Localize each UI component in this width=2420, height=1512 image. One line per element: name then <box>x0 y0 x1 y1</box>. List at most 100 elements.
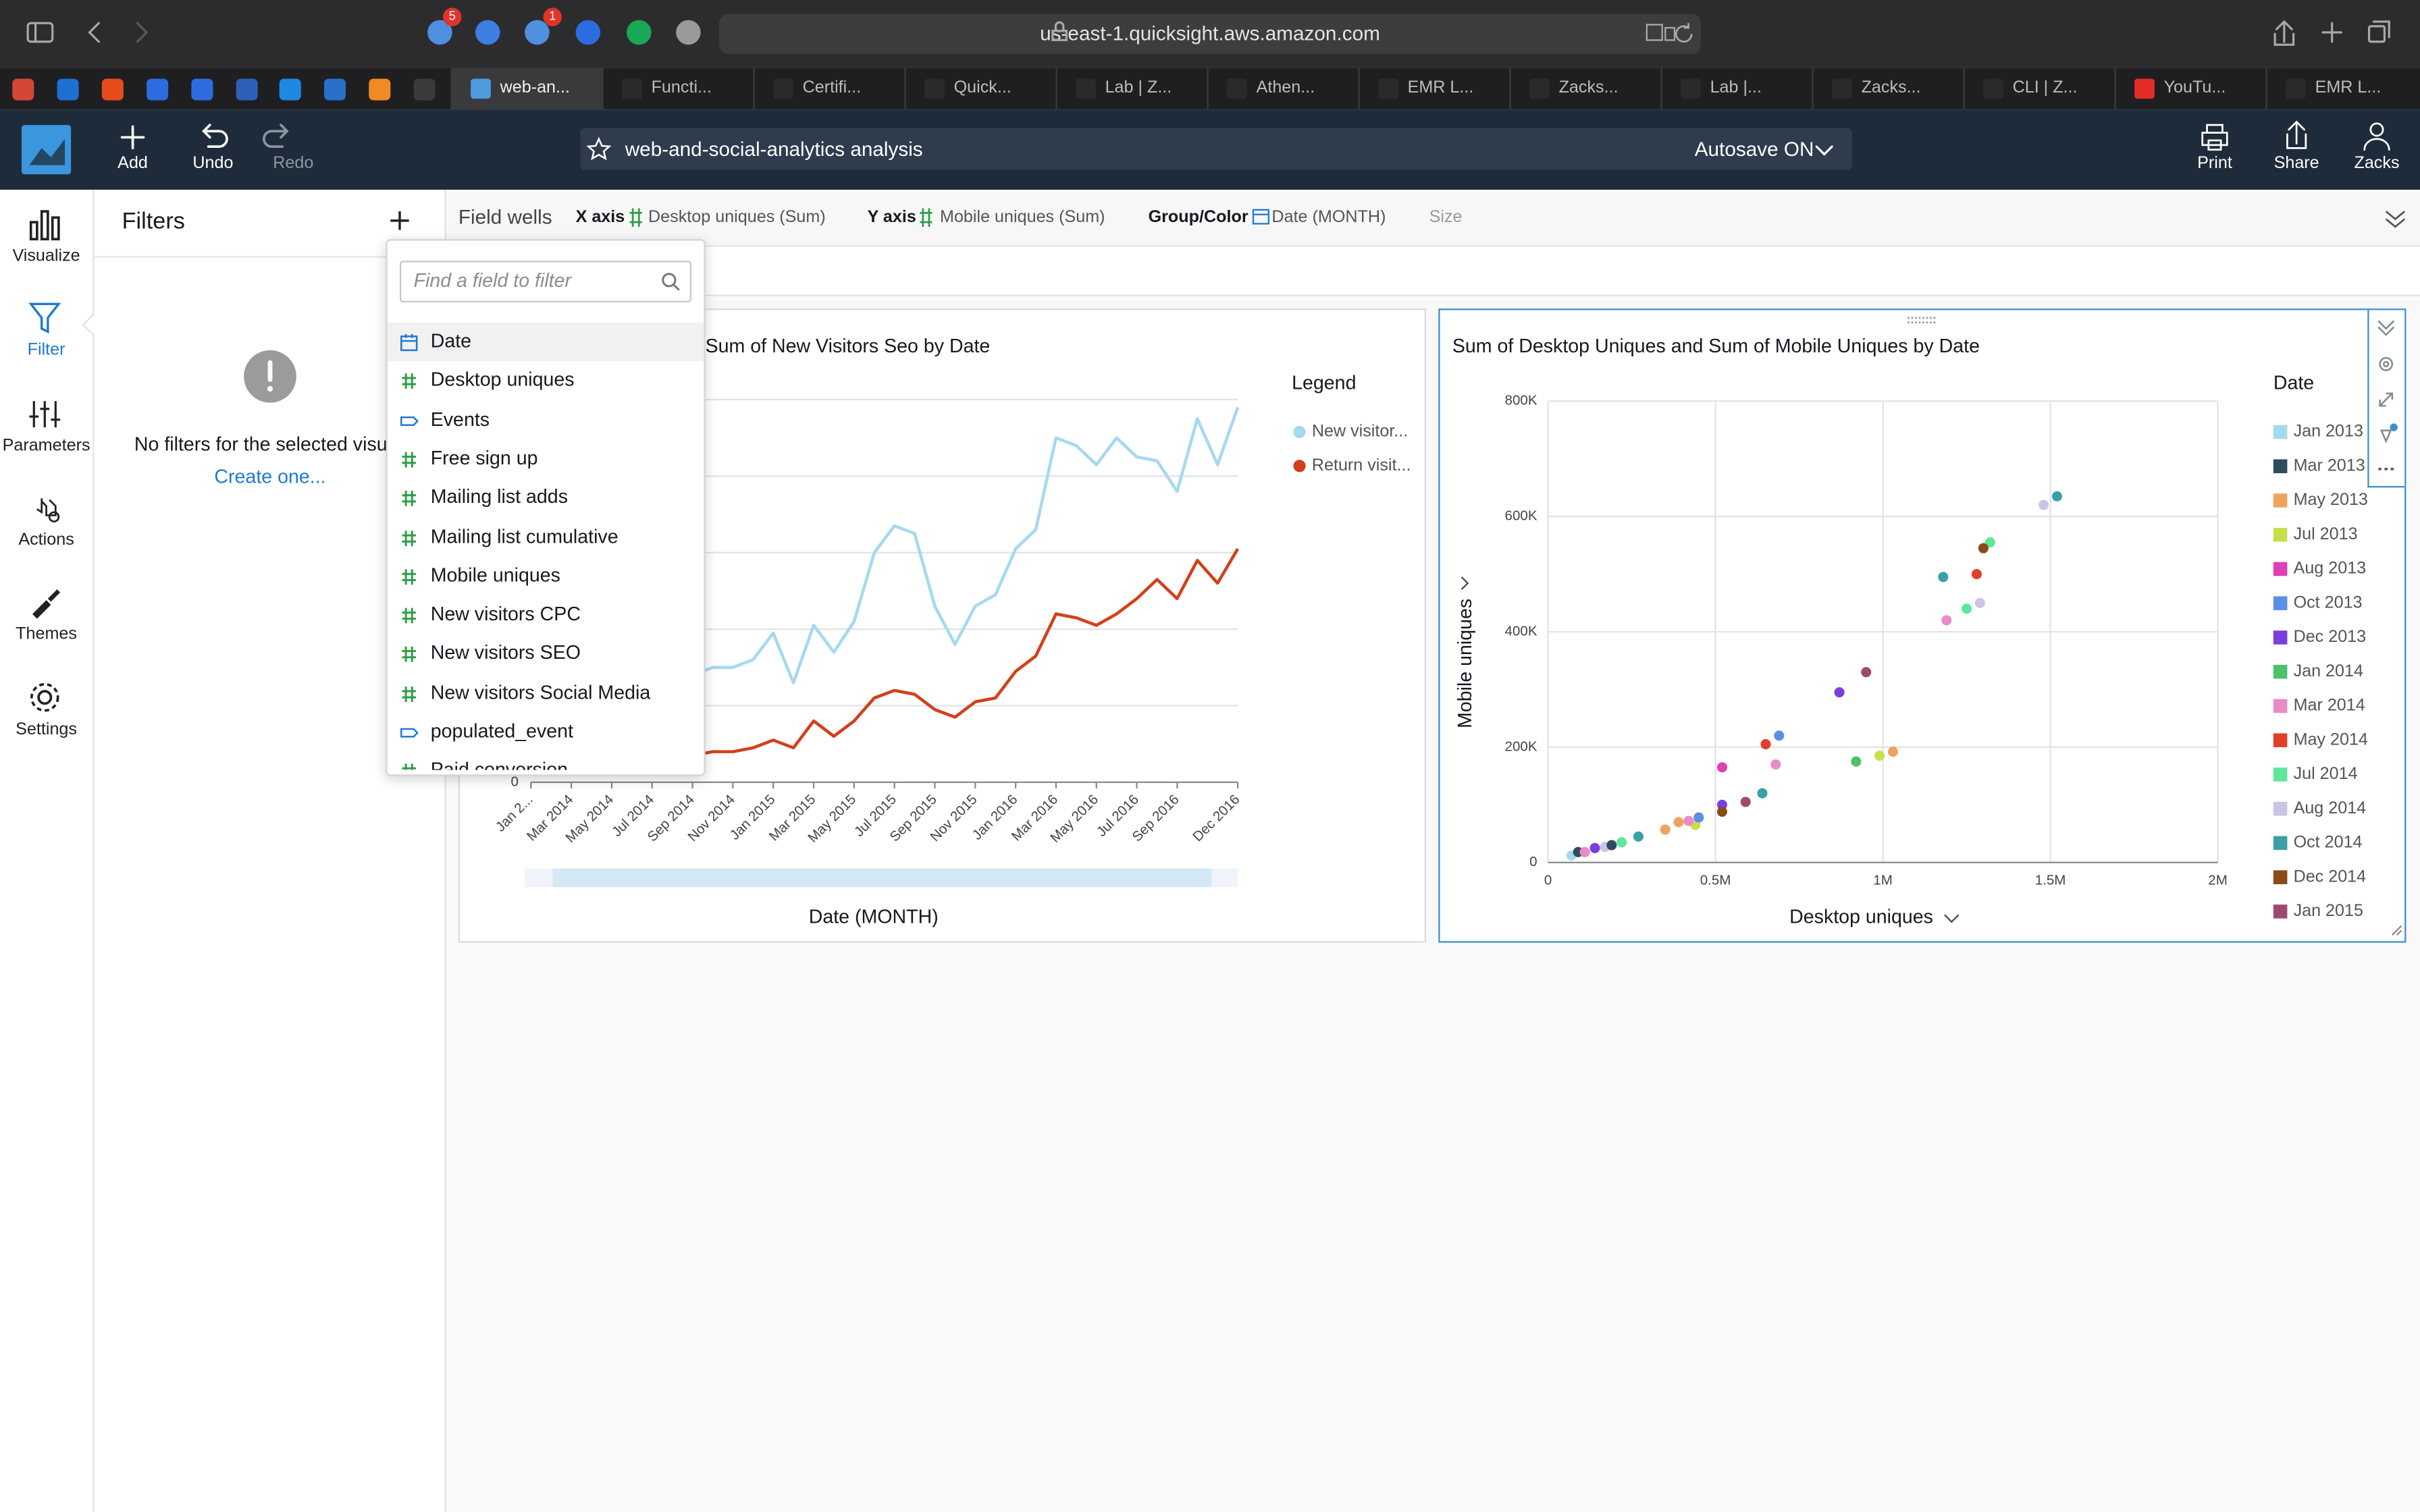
field-type-icon <box>400 683 418 711</box>
toolbar-add[interactable]: Add <box>117 154 148 173</box>
y-tick-label: 0 <box>1529 854 1537 869</box>
browser-tab[interactable]: Functi... <box>602 68 753 110</box>
browser-tab[interactable]: Zacks... <box>1812 68 1963 110</box>
sidebar-item[interactable]: Filter <box>27 341 65 360</box>
field-type-icon <box>400 722 419 750</box>
browser-tab[interactable]: CLI | Z... <box>1963 68 2114 110</box>
field-item[interactable]: Free sign up <box>388 439 704 478</box>
field-item[interactable]: Events <box>388 400 704 439</box>
browser-tab[interactable]: Athen... <box>1207 68 1358 110</box>
extension-icon[interactable] <box>575 20 601 45</box>
tab-title: Athen... <box>1256 78 1315 97</box>
legend-swatch <box>1293 460 1306 473</box>
sidebar-item[interactable]: Parameters <box>2 435 90 455</box>
sidebar-item[interactable]: Visualize <box>12 246 80 266</box>
field-item[interactable]: New visitors CPC <box>388 595 704 634</box>
pinned-tab-icon[interactable] <box>369 78 391 101</box>
field-item[interactable]: populated_event <box>388 713 704 751</box>
scatter-point <box>1673 817 1684 828</box>
tab-favicon <box>924 78 945 99</box>
pinned-tab-icon[interactable] <box>146 78 168 101</box>
field-list: Date Desktop uniques Events Free sign up Mai… <box>387 322 704 770</box>
scatter-point <box>1579 846 1590 857</box>
legend-swatch <box>2273 767 2288 782</box>
browser-tab[interactable]: EMR L... <box>1358 68 1509 110</box>
field-well-group-field[interactable]: Date (MONTH) <box>1271 208 1386 227</box>
pinned-tab-icon[interactable] <box>101 78 124 101</box>
field-item[interactable]: New visitors SEO <box>388 634 704 673</box>
legend-label: May 2014 <box>2294 730 2368 749</box>
browser-tab[interactable]: Lab |... <box>1660 68 1812 110</box>
extension-icon[interactable] <box>475 20 500 45</box>
legend-swatch <box>2273 801 2288 816</box>
pinned-tab-icon[interactable] <box>324 78 346 101</box>
field-item[interactable]: Mailing list cumulative <box>388 518 704 556</box>
scatter-point <box>2051 491 2063 502</box>
toolbar-share[interactable]: Share <box>2273 154 2319 173</box>
field-item[interactable]: Mobile uniques <box>388 557 704 595</box>
field-item[interactable]: Paid conversion <box>388 752 704 770</box>
autosave[interactable]: Autosave ON <box>1694 137 1814 161</box>
analysis-name-bar[interactable]: web-and-social-analytics analysis Autosav… <box>580 128 1852 170</box>
y-tick-label: 200K <box>1505 738 1537 754</box>
tab-favicon <box>1227 78 1247 99</box>
browser-tab[interactable]: YouTu... <box>2114 68 2265 110</box>
browser-tab[interactable]: Quick... <box>904 68 1055 110</box>
field-item[interactable]: Mailing list adds <box>388 479 704 517</box>
pinned-tab-icon[interactable] <box>12 78 34 101</box>
browser-tab[interactable]: Zacks... <box>1509 68 1660 110</box>
icon-part <box>402 373 416 389</box>
field-label: Events <box>430 408 490 430</box>
field-item[interactable]: Date <box>387 322 704 361</box>
scatter-point <box>1660 824 1671 835</box>
analysis-name: web-and-social-analytics analysis <box>625 137 923 161</box>
extension-icon[interactable] <box>676 20 701 45</box>
extension-icon[interactable] <box>626 20 652 45</box>
toolbar-print[interactable]: Print <box>2197 154 2232 173</box>
field-item[interactable]: New visitors Social Media <box>388 674 704 712</box>
scatter-point <box>1861 667 1872 678</box>
toolbar-user[interactable]: Zacks <box>2354 154 2400 173</box>
create-link[interactable]: Create one... <box>214 466 326 488</box>
filters-title: Filters <box>122 208 185 235</box>
legend-label: Jul 2014 <box>2294 764 2358 783</box>
icon-part <box>402 647 416 663</box>
field-type-icon <box>400 410 419 437</box>
pinned-tab-icon[interactable] <box>57 78 79 101</box>
pinned-tab-icon[interactable] <box>280 78 302 101</box>
field-label: Mailing list cumulative <box>430 525 619 547</box>
scatter-point <box>1589 842 1600 853</box>
toolbar-undo[interactable]: Undo <box>192 154 234 173</box>
field-label: Mailing list adds <box>430 486 568 508</box>
visual-panel-selected[interactable] <box>1438 308 2406 943</box>
pinned-tab-icon[interactable] <box>190 78 213 101</box>
sidebar-item[interactable]: Settings <box>16 720 77 738</box>
sidebar-item[interactable]: Themes <box>16 625 77 644</box>
chart-title: Sum of Desktop Uniques and Sum of Mobile… <box>1452 335 1980 357</box>
tab-favicon <box>1832 78 1852 99</box>
icon-part <box>400 728 419 738</box>
pinned-tab-icon[interactable] <box>413 78 436 101</box>
icon-part <box>400 416 419 426</box>
tab-title: Functi... <box>651 78 712 97</box>
icon-part <box>402 373 416 389</box>
scatter-point <box>1851 756 1862 767</box>
extension-icon[interactable] <box>525 20 550 45</box>
browser-tab[interactable]: EMR L... <box>2265 68 2417 110</box>
x-tick-label: 0.5M <box>1700 873 1731 888</box>
icon-part <box>402 647 416 663</box>
field-type-icon <box>400 449 418 477</box>
tab-favicon <box>471 78 491 99</box>
browser-tab[interactable]: Lab | Z... <box>1055 68 1207 110</box>
field-search[interactable]: Find a field to filter <box>399 261 691 302</box>
pinned-tab-icon[interactable] <box>235 78 257 101</box>
field-well-y-field[interactable]: Mobile uniques (Sum) <box>939 208 1105 227</box>
legend-label: May 2013 <box>2294 490 2368 509</box>
browser-tab[interactable]: Certifi... <box>753 68 904 110</box>
browser-tab[interactable]: web-an... <box>450 68 602 110</box>
toolbar-redo[interactable]: Redo <box>273 154 314 173</box>
legend-swatch <box>1293 425 1306 439</box>
field-item[interactable]: Desktop uniques <box>388 362 704 400</box>
x-tick-label: 0 <box>1544 873 1552 888</box>
sidebar-item[interactable]: Actions <box>18 531 74 549</box>
